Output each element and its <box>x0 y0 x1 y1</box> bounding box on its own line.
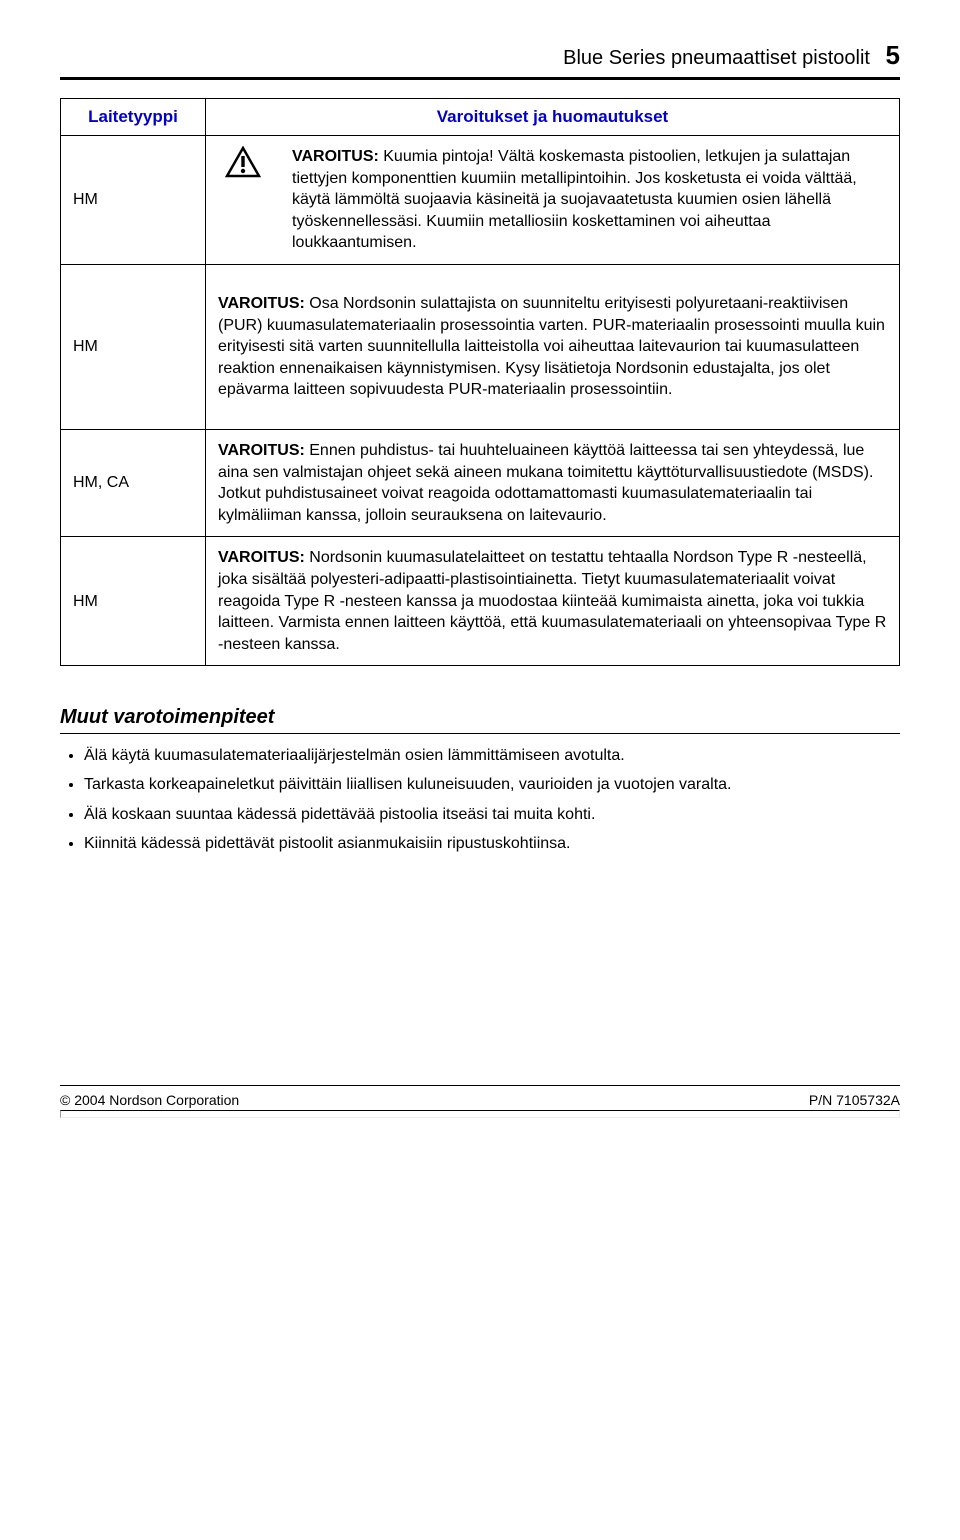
table-row: HM VAROITUS: Kuumia pintoja! Vältä koske… <box>61 136 900 265</box>
list-item: Älä koskaan suuntaa kädessä pidettävää p… <box>84 803 900 826</box>
page-header: Blue Series pneumaattiset pistoolit 5 <box>60 40 900 71</box>
list-item: Kiinnitä kädessä pidettävät pistoolit as… <box>84 832 900 855</box>
device-type: HM <box>61 136 206 265</box>
device-type: HM <box>61 264 206 429</box>
warning-label: VAROITUS: <box>218 442 305 459</box>
device-type: HM, CA <box>61 429 206 536</box>
warnings-table: Laitetyyppi Varoitukset ja huomautukset … <box>60 98 900 666</box>
bullet-list: Älä käytä kuumasulatemateriaalijärjestel… <box>60 744 900 855</box>
footer-rule <box>60 1110 900 1118</box>
table-row: HM VAROITUS: Nordsonin kuumasulatelaitte… <box>61 537 900 666</box>
page-footer: © 2004 Nordson Corporation P/N 7105732A <box>60 1085 900 1108</box>
col-header-warnings: Varoitukset ja huomautukset <box>206 99 900 136</box>
col-header-type: Laitetyyppi <box>61 99 206 136</box>
table-row: HM, CA VAROITUS: Ennen puhdistus- tai hu… <box>61 429 900 536</box>
warning-text-cell: VAROITUS: Osa Nordsonin sulattajista on … <box>206 264 900 429</box>
warning-text-cell: VAROITUS: Nordsonin kuumasulatelaitteet … <box>206 537 900 666</box>
page-number: 5 <box>886 40 900 70</box>
doc-title: Blue Series pneumaattiset pistoolit <box>563 47 870 69</box>
footer-right: P/N 7105732A <box>809 1092 900 1108</box>
section-title: Muut varotoimenpiteet <box>60 706 900 734</box>
list-item: Tarkasta korkeapaineletkut päivittäin li… <box>84 773 900 796</box>
warning-text-cell: VAROITUS: Kuumia pintoja! Vältä koskemas… <box>280 136 900 265</box>
warning-icon-cell <box>206 136 281 265</box>
warning-text-cell: VAROITUS: Ennen puhdistus- tai huuhtelua… <box>206 429 900 536</box>
warning-label: VAROITUS: <box>292 148 379 165</box>
list-item: Älä käytä kuumasulatemateriaalijärjestel… <box>84 744 900 767</box>
warning-label: VAROITUS: <box>218 549 305 566</box>
warning-icon <box>225 146 261 185</box>
warning-text: Osa Nordsonin sulattajista on suunnitelt… <box>218 295 885 398</box>
warning-label: VAROITUS: <box>218 295 305 312</box>
warning-text: Nordsonin kuumasulatelaitteet on testatt… <box>218 549 886 652</box>
table-row: HM VAROITUS: Osa Nordsonin sulattajista … <box>61 264 900 429</box>
header-rule <box>60 77 900 80</box>
warning-text: Ennen puhdistus- tai huuhteluaineen käyt… <box>218 442 873 524</box>
footer-left: © 2004 Nordson Corporation <box>60 1092 239 1108</box>
device-type: HM <box>61 537 206 666</box>
